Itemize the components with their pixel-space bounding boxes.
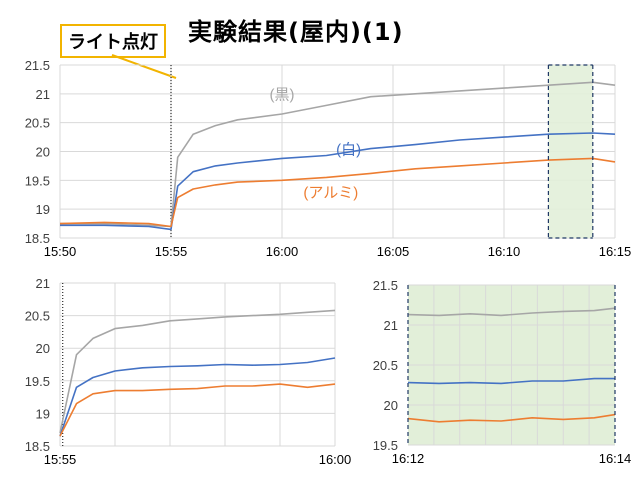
series-line-black bbox=[407, 307, 616, 317]
series-label-aluminum: (アルミ) bbox=[303, 185, 358, 202]
y-tick-label: 18.5 bbox=[25, 439, 50, 454]
x-tick-label: 16:14 bbox=[599, 451, 632, 466]
y-tick-label: 20.5 bbox=[25, 116, 50, 131]
y-tick-label: 20.5 bbox=[373, 358, 398, 373]
y-tick-label: 21.5 bbox=[373, 278, 398, 293]
series-line-white bbox=[407, 377, 615, 385]
y-tick-label: 21 bbox=[36, 276, 50, 291]
series-line-white bbox=[59, 357, 336, 437]
x-tick-label: 15:55 bbox=[44, 452, 77, 467]
y-tick-label: 21 bbox=[36, 87, 50, 102]
highlight-area bbox=[548, 65, 593, 238]
x-tick-label: 16:15 bbox=[599, 244, 632, 259]
callout-pointer bbox=[111, 54, 177, 79]
series-line-aluminum bbox=[407, 413, 616, 423]
y-tick-label: 20 bbox=[36, 341, 50, 356]
main-chart: 18.5 19 19.5 20 20.5 21 21.5 15:50 15:55 16:00 16:… bbox=[25, 58, 632, 259]
y-tick-label: 20 bbox=[384, 398, 398, 413]
page-title: 実験結果(屋内)(1) bbox=[188, 18, 404, 46]
y-tick-label: 19.5 bbox=[25, 374, 50, 389]
y-tick-label: 20.5 bbox=[25, 309, 50, 324]
light-on-callout: ライト点灯 bbox=[60, 24, 166, 58]
y-tick-label: 20 bbox=[36, 145, 50, 160]
y-tick-label: 21.5 bbox=[25, 58, 50, 73]
series-label-black: (黒) bbox=[270, 87, 295, 104]
y-tick-label: 19 bbox=[36, 406, 50, 421]
y-tick-label: 19.5 bbox=[25, 173, 50, 188]
y-tick-label: 18.5 bbox=[25, 231, 50, 246]
x-tick-label: 16:10 bbox=[488, 244, 521, 259]
y-tick-label: 19 bbox=[36, 202, 50, 217]
zoom-chart-start: 18.5 19 19.5 20 20.5 21 15:55 16:00 bbox=[25, 276, 352, 467]
series-line-black bbox=[59, 309, 336, 434]
x-tick-label: 15:50 bbox=[44, 244, 77, 259]
x-tick-label: 16:00 bbox=[319, 452, 352, 467]
x-tick-label: 15:55 bbox=[155, 244, 188, 259]
series-line-white bbox=[60, 132, 616, 231]
series-label-white: (白) bbox=[336, 141, 361, 158]
x-tick-label: 16:12 bbox=[392, 451, 425, 466]
series-line-aluminum bbox=[59, 157, 616, 228]
x-tick-label: 16:05 bbox=[377, 244, 410, 259]
series-line-aluminum bbox=[59, 383, 336, 437]
zoom-chart-end: 19.5 20 20.5 21 21.5 16:12 16:14 bbox=[373, 278, 632, 466]
y-tick-label: 21 bbox=[384, 318, 398, 333]
x-tick-label: 16:00 bbox=[266, 244, 299, 259]
y-tick-label: 19.5 bbox=[373, 438, 398, 453]
